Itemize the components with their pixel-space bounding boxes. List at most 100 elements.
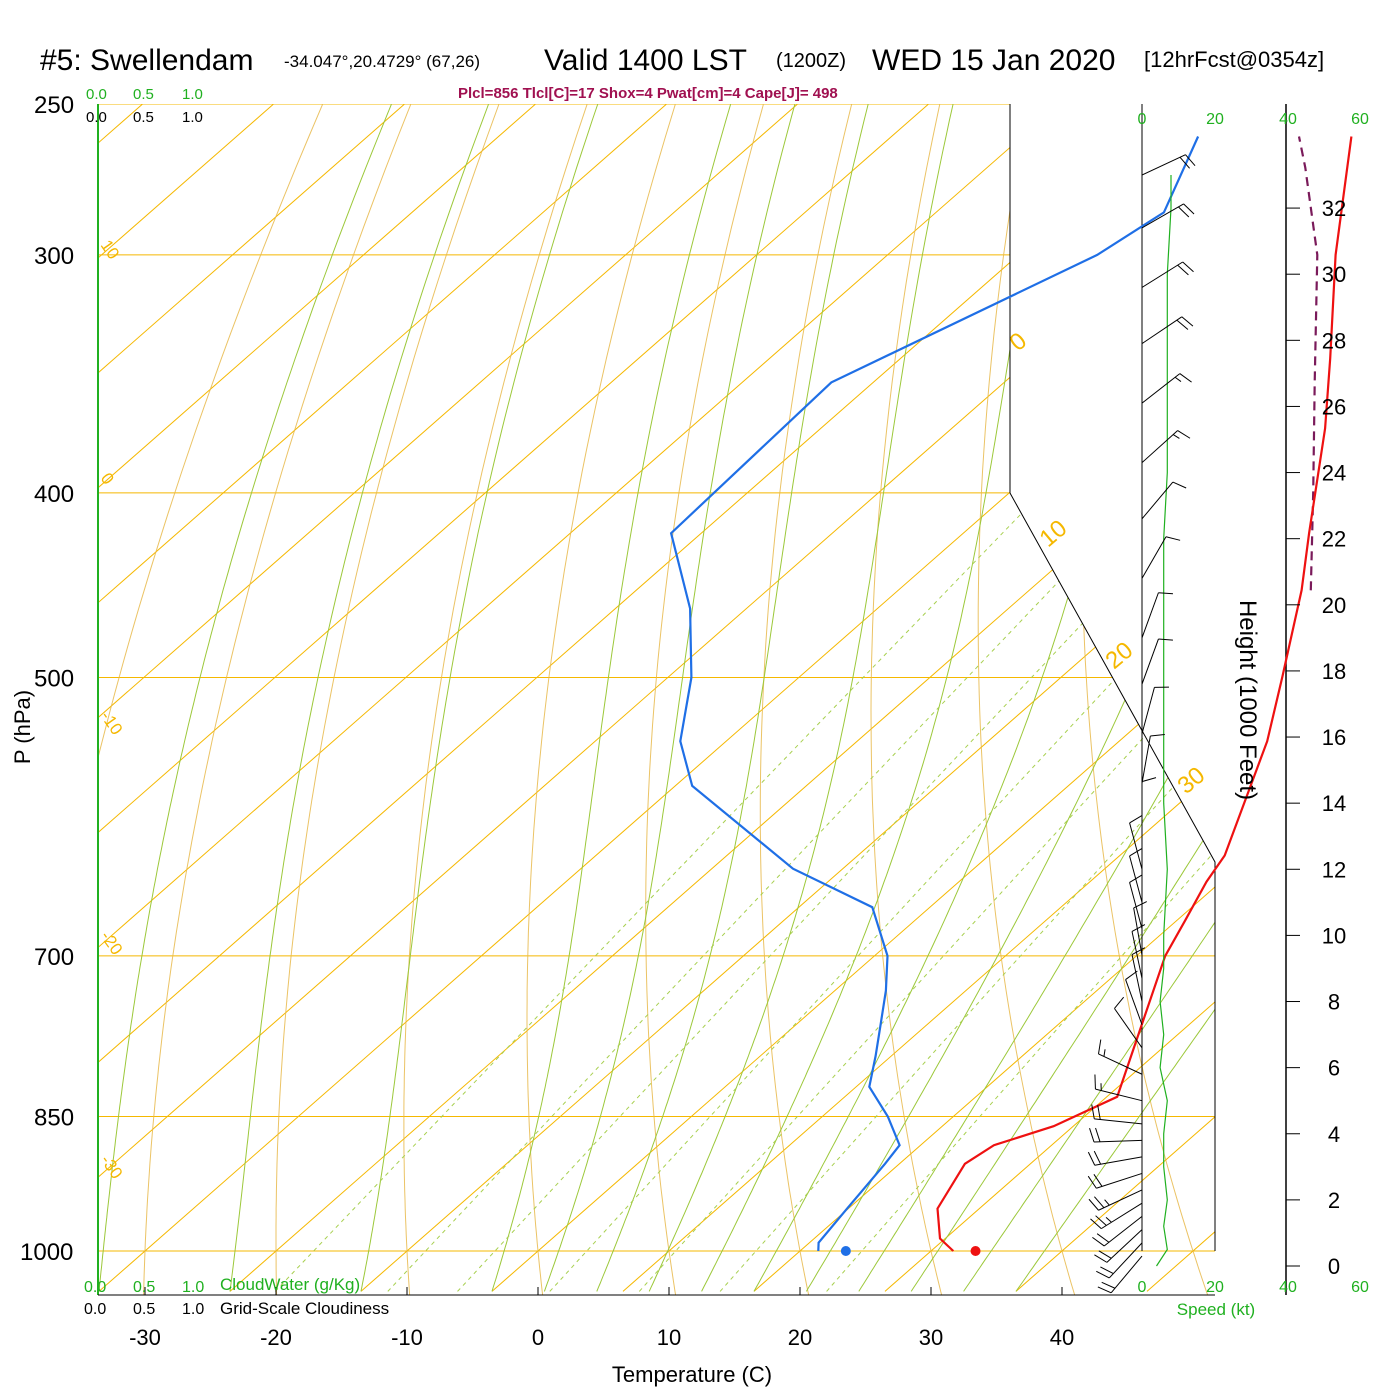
mixing-ratio-line — [457, 492, 1207, 1292]
wind-barb-staff — [1110, 1255, 1143, 1294]
isotherm-line — [360, 104, 1215, 1292]
wind-barb-flag — [1094, 1196, 1105, 1209]
height-tick-label: 0 — [1328, 1254, 1340, 1279]
wind-barb-staff — [1096, 1172, 1143, 1189]
pressure-label: 250 — [34, 92, 74, 119]
wind-barb-staff — [1141, 592, 1159, 639]
wind-barb-staff — [1141, 481, 1174, 520]
wind-barb-flag — [1129, 814, 1143, 824]
cloudiness-1: 1.0 — [182, 1301, 204, 1318]
mixing-ratio-label: 8 — [626, 1302, 645, 1323]
wind-barb-staff — [1131, 954, 1143, 1002]
station-coords: -34.047°,20.4729° (67,26) — [284, 52, 480, 71]
sounding-profiles — [669, 136, 1353, 1256]
cloud-second-1: 1.0 — [182, 109, 203, 126]
wind-barb-flag — [1150, 734, 1165, 737]
wind-barb — [1141, 373, 1192, 404]
isotherm-label: 30 — [1173, 762, 1211, 800]
mixing-ratio-line — [387, 492, 1144, 1292]
wind-barb — [1092, 1216, 1143, 1247]
moist-adiabat-line — [753, 104, 1171, 1292]
dry-adiabat-line — [1375, 70, 1400, 1299]
height-tick-label: 16 — [1322, 725, 1346, 750]
x-tick-label: 30 — [919, 1325, 943, 1350]
wind-barb-flag — [1098, 1039, 1102, 1055]
pressure-label: 400 — [34, 481, 74, 508]
height-tick-label: 12 — [1322, 857, 1346, 882]
wind-barb — [1094, 1229, 1143, 1263]
wind-barb-flag — [1092, 1236, 1105, 1247]
wind-barb — [1097, 1255, 1143, 1294]
wind-barb-flag — [1097, 1105, 1101, 1120]
wind-barb-staff — [1141, 154, 1186, 176]
wind-barb-staff — [1141, 373, 1181, 404]
wind-barb-half-flag — [1105, 1217, 1112, 1223]
dry-adiabat-line — [143, 104, 425, 1295]
mixing-ratio-label: 12 — [706, 1296, 733, 1323]
isotherm-line — [98, 104, 1215, 1292]
height-tick-label: 28 — [1322, 328, 1346, 353]
wind-barb — [1131, 947, 1146, 1002]
moist-adiabat-line — [360, 104, 599, 1292]
wind-barb-half-flag — [1174, 376, 1182, 382]
dry-adiabat-label: -20 — [97, 927, 127, 958]
moist-adiabat-line — [491, 104, 732, 1292]
wind-barb-flag — [1172, 481, 1187, 489]
wind-barb-flag — [1141, 777, 1157, 783]
wind-barb — [1141, 481, 1187, 520]
height-tick-label: 4 — [1328, 1122, 1340, 1147]
wind-barb-flag — [1131, 924, 1146, 932]
x-tick-label: -10 — [391, 1325, 423, 1350]
wind-barb — [1141, 154, 1196, 176]
wind-barb — [1141, 686, 1169, 734]
wind-barb-flag — [1088, 1198, 1099, 1211]
wind-barb — [1141, 203, 1195, 229]
isotherm-line — [98, 104, 706, 1292]
mixing-ratio-line — [719, 492, 1215, 1292]
cloud-bottom-1: 1.0 — [182, 1279, 204, 1296]
wind-barb-flag — [1098, 1250, 1112, 1259]
wind-barb-flag — [1158, 638, 1173, 641]
cloudiness-label: Grid-Scale Cloudiness — [220, 1299, 389, 1318]
height-tick-label: 24 — [1322, 461, 1346, 486]
wind-barb-flag — [1129, 848, 1143, 857]
x-tick-label: 40 — [1050, 1325, 1074, 1350]
mixing-ratio-line — [274, 492, 1042, 1292]
wind-barb-staff — [1095, 1088, 1143, 1102]
station-title: #5: Swellendam — [40, 44, 253, 77]
cloudiness-0: 0.0 — [84, 1301, 106, 1318]
isotherm-line — [753, 104, 1215, 1292]
wind-barb — [1125, 970, 1143, 1025]
wind-barb-flag — [1178, 206, 1190, 218]
wind-barb — [1141, 777, 1157, 830]
moist-adiabat-line — [543, 104, 796, 1292]
moist-adiabat-line — [98, 104, 392, 1292]
dry-adiabat-line — [98, 104, 338, 1295]
wind-barb-flag — [1089, 1128, 1095, 1143]
isotherm-line — [98, 104, 837, 1292]
dry-adiabat-line — [977, 104, 1077, 1295]
wind-barb-flag — [1185, 154, 1196, 167]
moist-adiabat-line — [963, 104, 1215, 1292]
wind-barb-staff — [1125, 979, 1143, 1025]
height-tick-label: 22 — [1322, 527, 1346, 552]
height-axis-title: Height (1000 Feet) — [1234, 600, 1261, 800]
speed-bottom-60: 60 — [1351, 1279, 1369, 1296]
wind-barb-flag — [1165, 536, 1181, 541]
height-tick-label: 30 — [1322, 262, 1346, 287]
wind-barb — [1094, 1074, 1143, 1102]
plot-frame — [97, 104, 1287, 1296]
wind-barb-staff — [1103, 1216, 1143, 1247]
wind-barb-flag — [1177, 430, 1191, 439]
temperature-line — [936, 136, 1353, 1252]
wind-barb-flag — [1176, 319, 1189, 330]
moist-adiabat-line — [858, 104, 1215, 1292]
wind-barb-flag — [1087, 1151, 1096, 1166]
wind-barb-staff — [1141, 203, 1184, 229]
wind-barb-staff — [1101, 1202, 1143, 1230]
pressure-label: 1000 — [20, 1239, 73, 1266]
cloud-top-05: 0.5 — [133, 86, 154, 103]
moist-adiabat-line — [648, 104, 954, 1292]
wind-barb — [1141, 316, 1194, 345]
